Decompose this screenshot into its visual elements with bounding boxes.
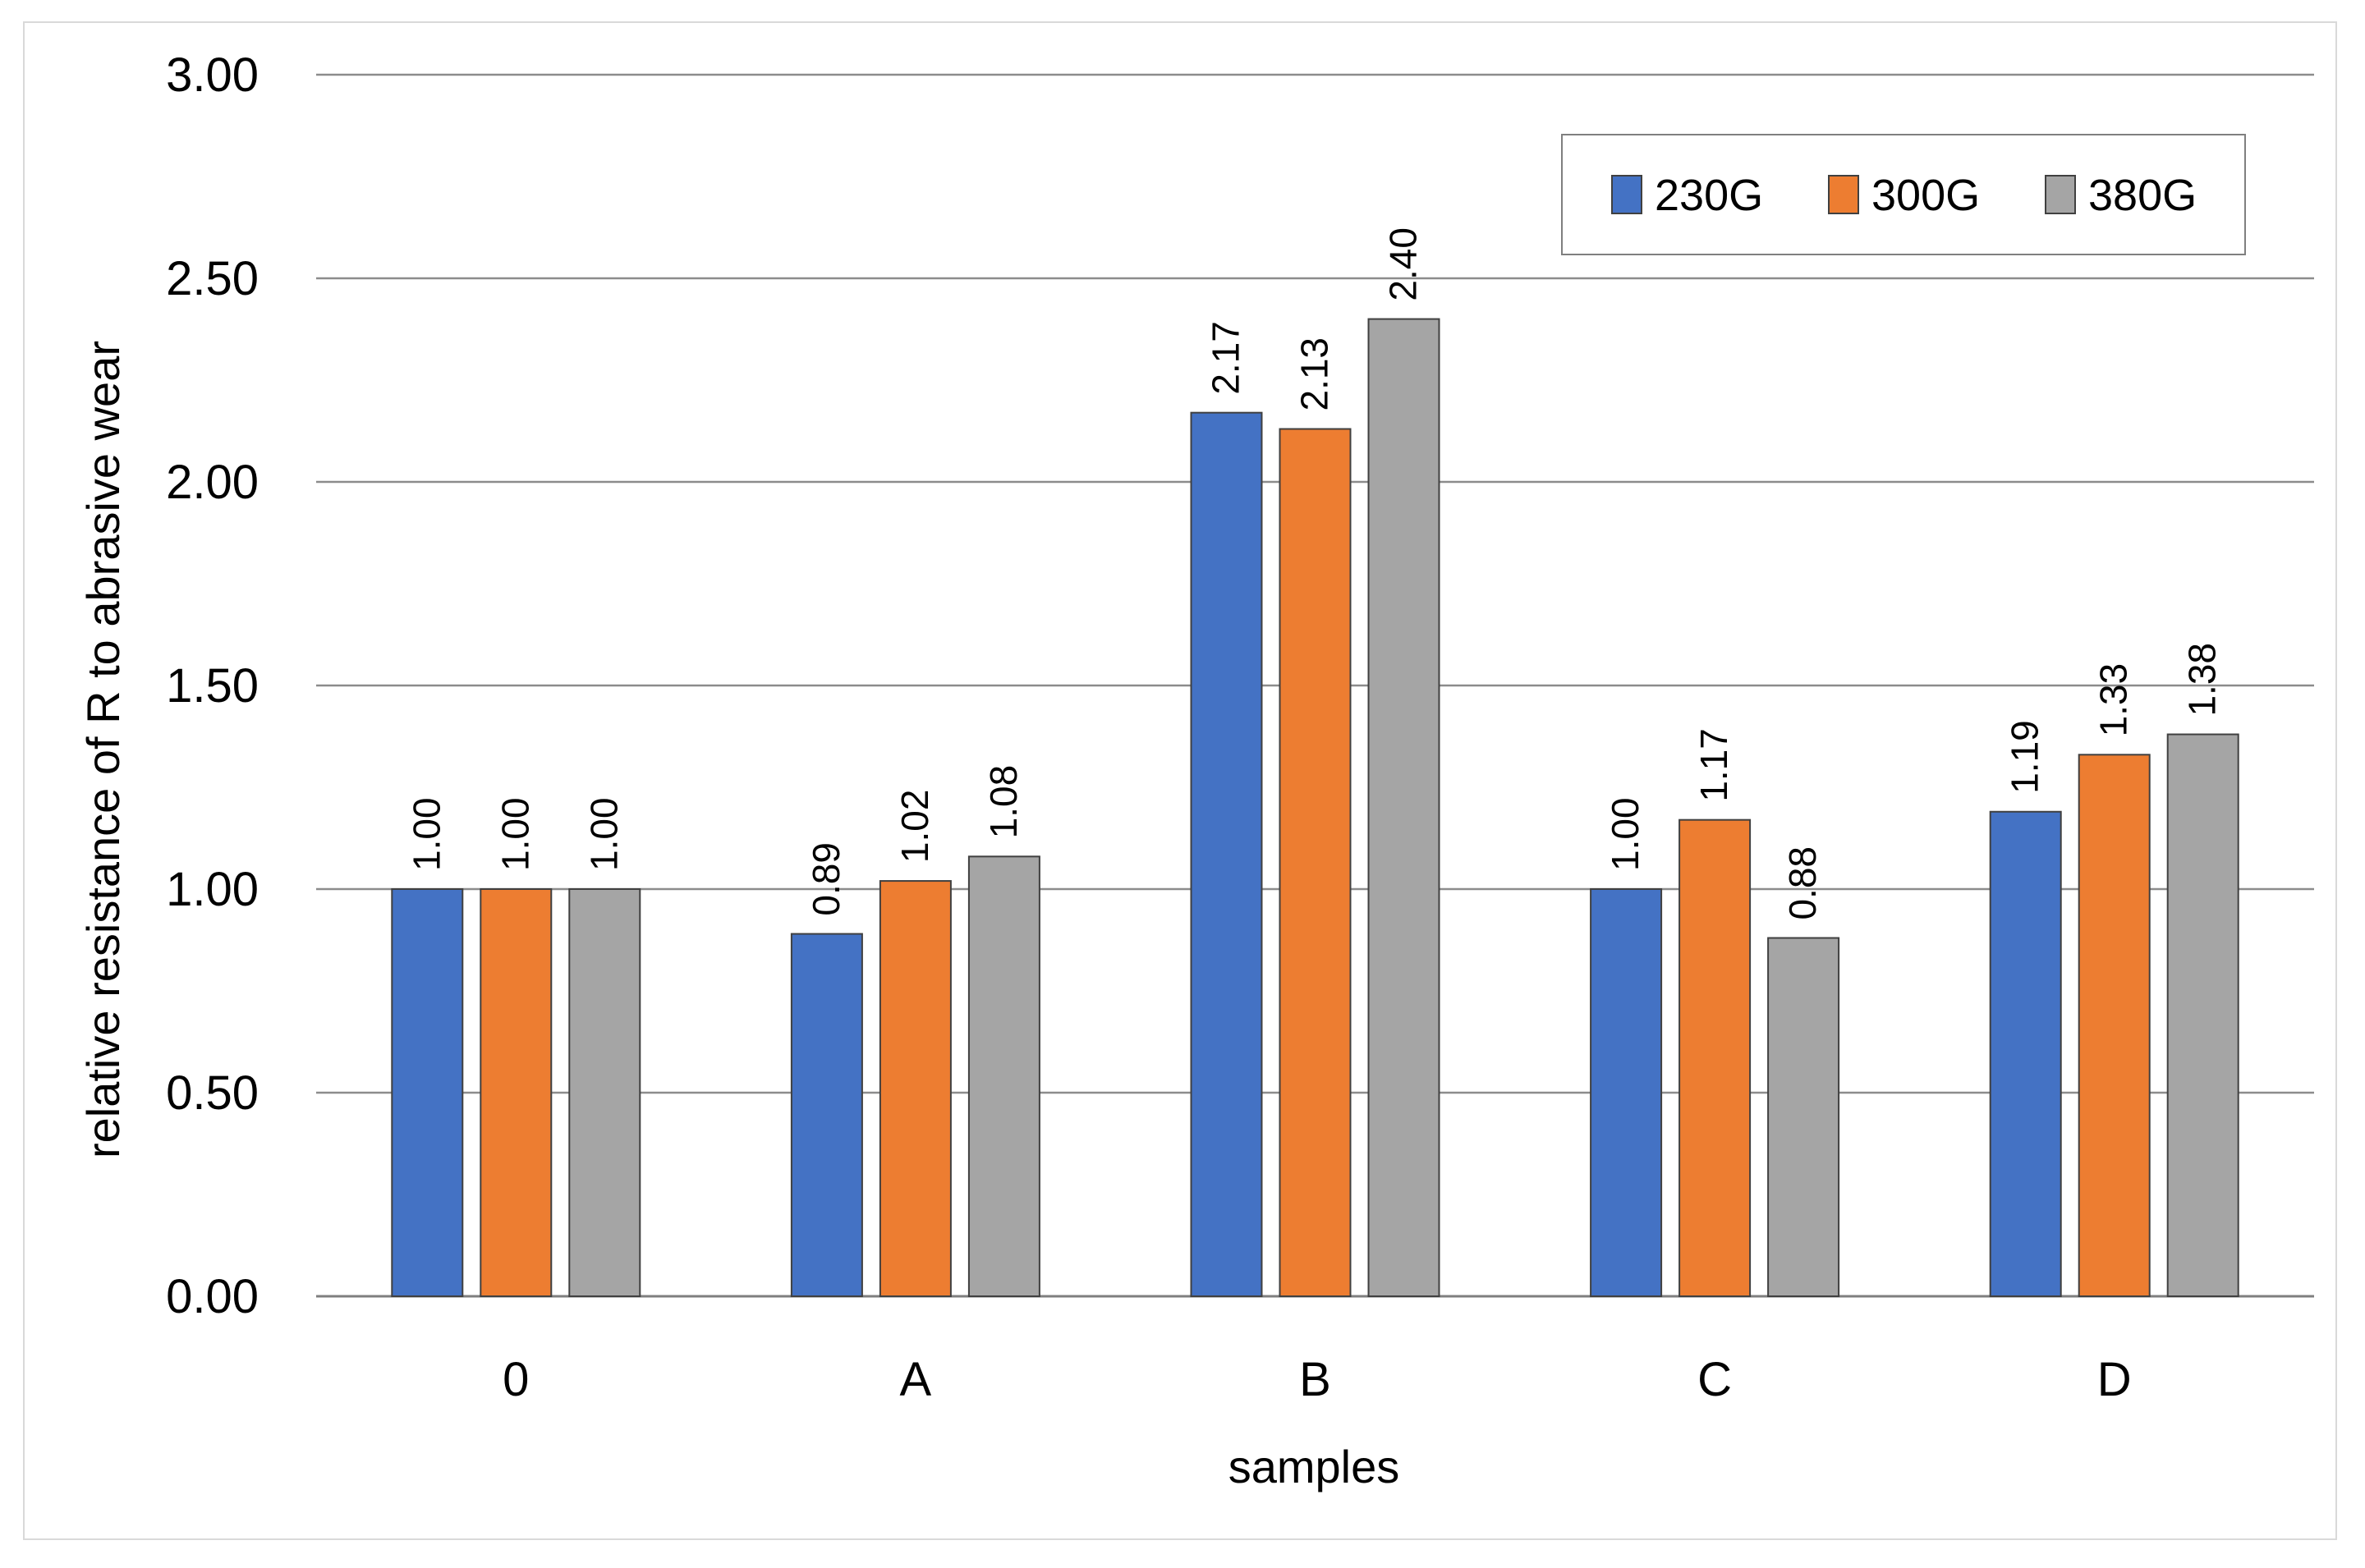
bar-300G-D — [2078, 754, 2151, 1297]
bar-380G-D — [2166, 733, 2239, 1297]
data-label: 1.08 — [982, 765, 1025, 839]
data-label: 2.17 — [1205, 321, 1247, 395]
legend-label-380G: 380G — [2088, 171, 2197, 220]
bar-230G-A — [790, 933, 863, 1298]
data-label: 1.38 — [2181, 643, 2224, 717]
data-label: 1.33 — [2092, 663, 2135, 737]
x-tick-label: C — [1697, 1353, 1732, 1406]
x-tick-label: B — [1299, 1353, 1331, 1406]
y-tick-label: 1.50 — [166, 659, 259, 713]
data-label: 2.40 — [1382, 227, 1425, 301]
y-axis-title: relative resistance of R to abrasive wea… — [77, 341, 129, 1158]
y-tick-label: 0.00 — [166, 1270, 259, 1323]
legend-swatch-300G — [1828, 175, 1859, 214]
data-label: 1.19 — [2004, 720, 2046, 794]
data-label: 1.00 — [405, 797, 448, 871]
y-tick-label: 1.00 — [166, 863, 259, 916]
y-tick-label: 0.50 — [166, 1066, 259, 1120]
bar-300G-A — [879, 880, 952, 1297]
bar-230G-C — [1590, 888, 1663, 1297]
data-label: 0.89 — [805, 842, 847, 916]
data-label: 0.88 — [1781, 846, 1824, 920]
data-label: 1.17 — [1692, 728, 1735, 802]
y-tick-label: 2.00 — [166, 456, 259, 509]
y-tick-label: 3.00 — [166, 48, 259, 102]
data-label: 1.02 — [893, 790, 936, 864]
x-tick-label: 0 — [503, 1353, 529, 1406]
legend-swatch-230G — [1611, 175, 1642, 214]
data-label: 1.00 — [1604, 797, 1646, 871]
data-label: 1.00 — [582, 797, 625, 871]
bar-380G-0 — [568, 888, 641, 1297]
bars — [391, 318, 2239, 1298]
legend-box — [1561, 134, 2246, 255]
bar-230G-D — [1989, 810, 2062, 1297]
bar-380G-B — [1367, 318, 1440, 1298]
legend: 230G 300G 380G — [1561, 134, 2246, 255]
legend-label-300G: 300G — [1871, 171, 1980, 220]
data-labels: 1.00 1.00 1.00 0.89 1.02 1.08 2.17 2.13 2.40 1.00… — [405, 227, 2223, 919]
bar-230G-B — [1190, 411, 1263, 1297]
bar-300G-C — [1678, 818, 1752, 1297]
legend-swatch-380G — [2045, 175, 2076, 214]
bar-300G-0 — [480, 888, 553, 1297]
bar-300G-B — [1279, 428, 1352, 1297]
legend-label-230G: 230G — [1655, 171, 1763, 220]
bar-380G-A — [967, 855, 1040, 1297]
x-tick-label: A — [900, 1353, 932, 1406]
bar-380G-C — [1767, 937, 1840, 1298]
y-tick-label: 2.50 — [166, 252, 259, 305]
x-axis-title: samples — [1228, 1441, 1400, 1492]
y-axis-ticks: 0.00 0.50 1.00 1.50 2.00 2.50 3.00 — [166, 48, 259, 1323]
data-label: 2.13 — [1293, 337, 1336, 411]
bar-230G-0 — [391, 888, 464, 1297]
x-axis-ticks: 0 A B C D — [503, 1353, 2131, 1406]
x-tick-label: D — [2097, 1353, 2132, 1406]
data-label: 1.00 — [494, 797, 536, 871]
